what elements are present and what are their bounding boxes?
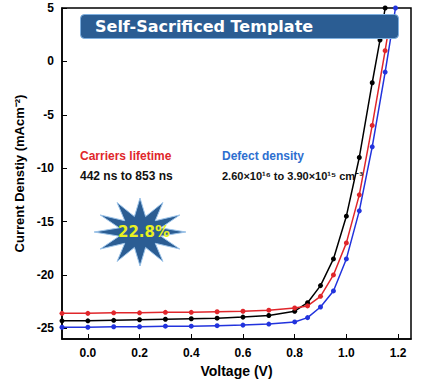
svg-text:0.8: 0.8 <box>286 346 303 360</box>
svg-text:22.8%: 22.8% <box>118 223 170 241</box>
svg-text:-15: -15 <box>37 215 55 229</box>
svg-text:Carriers lifetime: Carriers lifetime <box>80 149 172 163</box>
svg-text:Defect density: Defect density <box>222 149 304 163</box>
svg-text:1.0: 1.0 <box>338 346 355 360</box>
svg-text:0.4: 0.4 <box>183 346 200 360</box>
svg-text:5: 5 <box>47 1 54 15</box>
svg-text:-20: -20 <box>37 268 55 282</box>
svg-text:0.2: 0.2 <box>131 346 148 360</box>
svg-text:-25: -25 <box>37 321 55 335</box>
svg-text:0.6: 0.6 <box>235 346 252 360</box>
svg-text:0: 0 <box>47 54 54 68</box>
svg-text:1.2: 1.2 <box>390 346 407 360</box>
svg-text:0.0: 0.0 <box>80 346 97 360</box>
svg-text:-10: -10 <box>37 161 55 175</box>
svg-text:Self-Sacrificed Template: Self-Sacrificed Template <box>95 17 313 36</box>
svg-text:2.60×10¹⁶ to 3.90×10¹⁵ cm⁻³: 2.60×10¹⁶ to 3.90×10¹⁵ cm⁻³ <box>222 170 363 182</box>
svg-text:Current Denstiy (mAcm⁻²): Current Denstiy (mAcm⁻²) <box>12 95 27 253</box>
svg-text:Voltage (V): Voltage (V) <box>200 363 272 379</box>
svg-text:-5: -5 <box>43 108 54 122</box>
svg-text:442 ns to 853 ns: 442 ns to 853 ns <box>80 169 173 183</box>
